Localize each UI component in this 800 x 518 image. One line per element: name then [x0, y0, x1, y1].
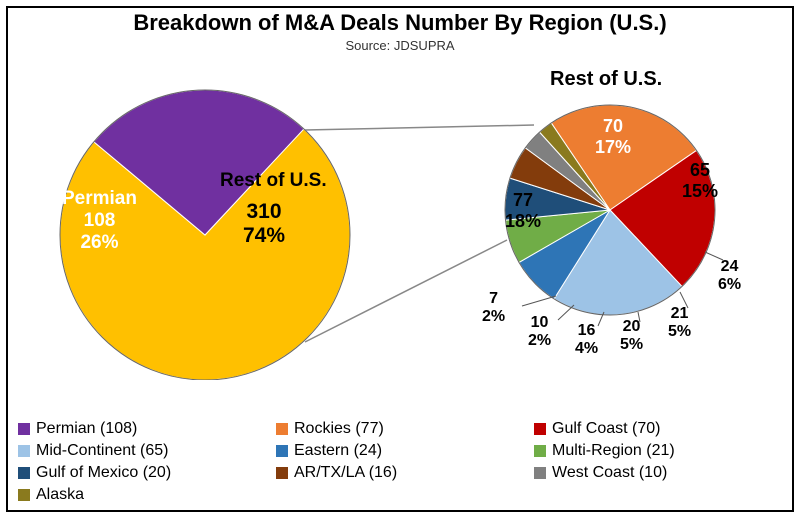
left-pie-label-2: Permian10826% [62, 188, 137, 254]
legend-swatch [18, 489, 30, 501]
legend-item-9: Alaska [18, 486, 266, 504]
left-pie-label-0: Rest of U.S. [220, 170, 327, 192]
chart-title: Breakdown of M&A Deals Number By Region … [0, 10, 800, 36]
legend-item-6: Gulf of Mexico (20) [18, 464, 266, 482]
left-pie-label-1: 31074% [243, 200, 285, 248]
legend-swatch [276, 423, 288, 435]
legend-label: Rockies (77) [294, 420, 384, 438]
legend-label: Mid-Continent (65) [36, 442, 169, 460]
legend-label: West Coast (10) [552, 464, 667, 482]
chart-subtitle: Source: JDSUPRA [0, 38, 800, 53]
legend-label: Alaska [36, 486, 84, 504]
legend-item-8: West Coast (10) [534, 464, 782, 482]
legend-label: Permian (108) [36, 420, 137, 438]
right-pie-label-5: 205% [620, 318, 643, 355]
legend-item-1: Rockies (77) [276, 420, 524, 438]
right-pie-label-1: 7017% [595, 116, 631, 157]
legend-swatch [534, 423, 546, 435]
chart-area: Rest of U.S. Rest of U.S. 31074% Permian108… [10, 60, 790, 380]
legend-item-3: Mid-Continent (65) [18, 442, 266, 460]
legend-swatch [18, 423, 30, 435]
legend-swatch [534, 467, 546, 479]
legend-swatch [534, 445, 546, 457]
legend-item-2: Gulf Coast (70) [534, 420, 782, 438]
right-pie-label-4: 215% [668, 305, 691, 342]
legend-swatch [18, 467, 30, 479]
legend-swatch [276, 445, 288, 457]
legend-item-7: AR/TX/LA (16) [276, 464, 524, 482]
right-pie-title: Rest of U.S. [550, 68, 662, 91]
legend-label: Multi-Region (21) [552, 442, 675, 460]
right-pie-label-8: 72% [482, 290, 505, 327]
legend-swatch [18, 445, 30, 457]
legend: Permian (108) Rockies (77) Gulf Coast (70)… [18, 420, 782, 504]
legend-item-5: Multi-Region (21) [534, 442, 782, 460]
legend-label: Eastern (24) [294, 442, 382, 460]
right-pie-label-6: 164% [575, 322, 598, 359]
legend-label: AR/TX/LA (16) [294, 464, 397, 482]
legend-label: Gulf Coast (70) [552, 420, 660, 438]
legend-label: Gulf of Mexico (20) [36, 464, 171, 482]
right-pie-label-2: 6515% [682, 160, 718, 201]
legend-swatch [276, 467, 288, 479]
right-pie-label-7: 102% [528, 314, 551, 351]
legend-item-4: Eastern (24) [276, 442, 524, 460]
right-pie-label-3: 246% [718, 258, 741, 295]
legend-item-0: Permian (108) [18, 420, 266, 438]
right-pie-label-0: 7718% [505, 190, 541, 231]
